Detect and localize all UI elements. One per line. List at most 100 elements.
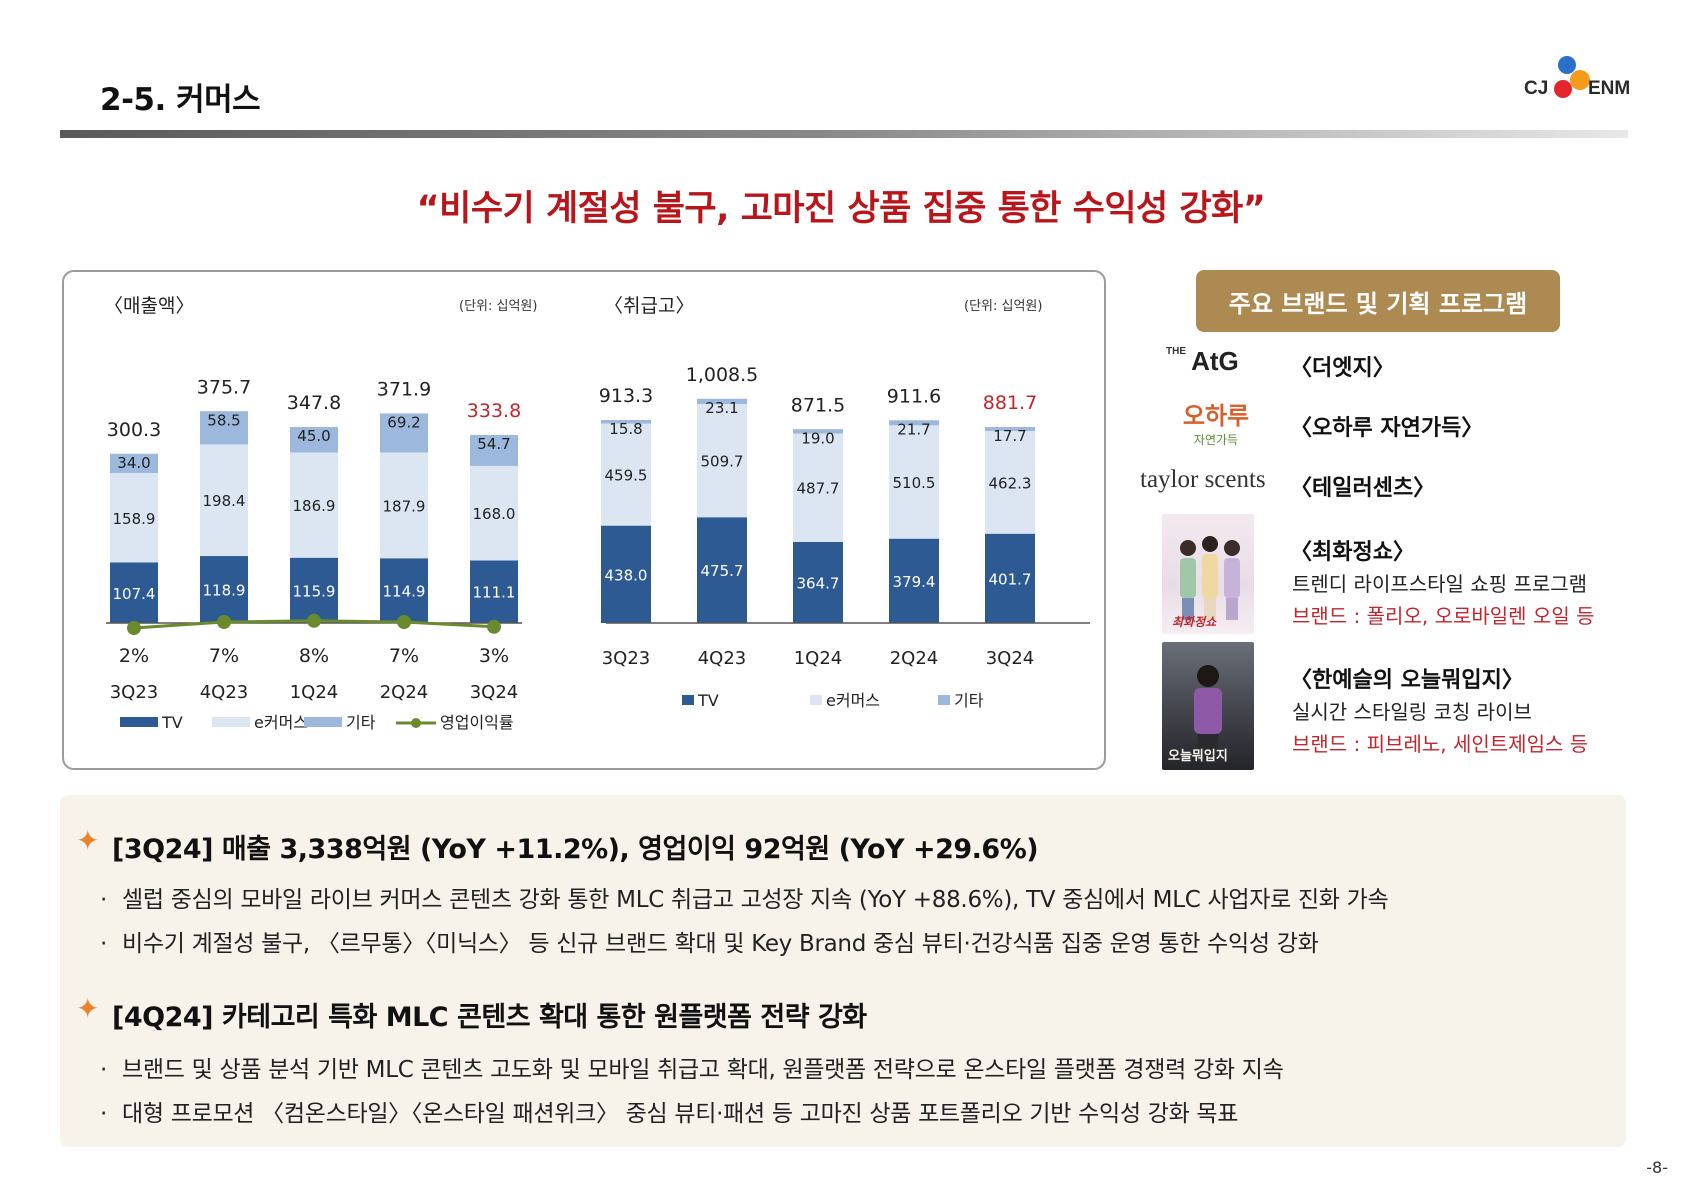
bar-TV: [889, 538, 939, 623]
bar-other-cap: [380, 413, 428, 453]
onul-illustration: [1194, 665, 1222, 756]
bar-value-label: 168.0: [473, 505, 516, 523]
bar-value-label: 459.5: [605, 467, 648, 485]
legend-swatch: [120, 717, 158, 727]
margin-point: [487, 619, 501, 634]
bar-value-label: 69.2: [387, 413, 420, 431]
margin-point: [307, 613, 321, 628]
category-label: 1Q24: [290, 682, 339, 703]
bar-value-label: 509.7: [701, 453, 744, 471]
bar-TV: [200, 556, 248, 623]
title-divider: [60, 130, 1628, 138]
legend-swatch: [938, 695, 950, 705]
bar-total-label: 913.3: [599, 385, 653, 407]
bar-value-label: 54.7: [477, 435, 510, 453]
legend-label: e커머스: [254, 713, 308, 732]
page-number: -8-: [1646, 1158, 1668, 1177]
bar-value-label: 118.9: [203, 582, 246, 600]
bar-total-label: 871.5: [791, 394, 845, 416]
logo-blue-dot: [1558, 56, 1576, 74]
bar-total-label: 911.6: [887, 385, 941, 407]
bar-e커머스: [889, 425, 939, 539]
legend-label: TV: [161, 713, 183, 732]
bar-value-label: 23.1: [705, 399, 738, 417]
choi-show-caption: 최화정쇼: [1172, 615, 1217, 629]
note-bullet: · 비수기 계절성 불구, 〈르무통〉〈미닉스〉 등 신규 브랜드 확대 및 Ke…: [100, 931, 1319, 957]
bar-e커머스: [200, 444, 248, 557]
legend-swatch: [810, 695, 822, 705]
headline: “비수기 계절성 불구, 고마진 상품 집중 통한 수익성 강화”: [416, 189, 1266, 229]
atg-logo: THE AtG: [1166, 346, 1239, 376]
bar-other-cap: [697, 398, 747, 404]
chart-unit: (단위: 십억원): [964, 299, 1042, 314]
bar-value-label: 438.0: [605, 566, 648, 584]
charts-panel: 〈매출액〉 (단위: 십억원) 107.4 158.9 34.0 300.3 3Q23 118…: [62, 270, 1106, 770]
bar-value-label: 198.4: [203, 492, 246, 510]
logo-cj-text: CJ: [1524, 78, 1549, 99]
bar-TV: [793, 541, 843, 623]
legend-swatch: [682, 695, 694, 705]
brand-han-sub: 브랜드 : 피브레노, 세인트제임스 등: [1292, 732, 1589, 756]
bar-value-label: 379.4: [893, 573, 936, 591]
oharu-logo: 오하루 자연가득: [1182, 402, 1250, 447]
bar-total-label: 371.9: [377, 378, 431, 400]
margin-label: 8%: [299, 645, 329, 667]
bar-other-cap: [601, 420, 651, 424]
choi-show-illustration: [1180, 536, 1240, 620]
bar-value-label: 187.9: [383, 497, 426, 515]
legend-label: 기타: [954, 691, 984, 710]
bar-value-label: 111.1: [473, 584, 516, 602]
bar-value-label: 401.7: [989, 570, 1032, 588]
category-label: 3Q23: [602, 648, 651, 669]
brand-atg-name: 〈더엣지〉: [1290, 356, 1395, 381]
bar-total-label: 881.7: [983, 392, 1037, 414]
note-bullet: · 브랜드 및 상품 분석 기반 MLC 콘텐츠 고도화 및 모바일 취급고 확대…: [100, 1057, 1284, 1083]
legend-label: TV: [697, 691, 719, 710]
chart-title: 〈취급고〉: [604, 295, 694, 317]
margin-point: [217, 615, 231, 629]
bar-value-label: 364.7: [797, 574, 840, 592]
bar-TV: [985, 533, 1035, 623]
bar-e커머스: [110, 473, 158, 563]
bar-value-label: 462.3: [989, 474, 1032, 492]
chart-unit: (단위: 십억원): [459, 299, 537, 314]
category-label: 3Q23: [110, 682, 159, 703]
category-label: 3Q24: [470, 682, 519, 703]
margin-label: 2%: [119, 645, 149, 667]
logo-enm-text: ENM: [1588, 78, 1631, 99]
bar-other-cap: [470, 434, 518, 466]
logo-red-dot: [1554, 80, 1572, 98]
bar-TV: [110, 562, 158, 623]
legend-swatch: [304, 717, 342, 727]
bar-other-cap: [200, 411, 248, 445]
bar-value-label: 186.9: [293, 497, 336, 515]
bar-TV: [697, 517, 747, 623]
page-title: 2-5. 커머스: [100, 82, 261, 118]
legend-margin-dot: [411, 718, 421, 728]
charts-svg: 〈매출액〉 (단위: 십억원) 107.4 158.9 34.0 300.3 3Q23 118…: [104, 295, 1090, 732]
bar-value-label: 487.7: [797, 480, 840, 498]
bar-other-cap: [889, 420, 939, 426]
onul-caption: 오늘뭐입지: [1168, 749, 1228, 764]
bar-other-cap: [110, 453, 158, 473]
margin-label: 3%: [479, 645, 509, 667]
bar-value-label: 510.5: [893, 474, 936, 492]
onul-thumbnail: 오늘뭐입지: [1162, 642, 1254, 770]
margin-label: 7%: [209, 645, 239, 667]
star-icon: ✦: [76, 992, 100, 1025]
taylor-scents-logo: taylor scents: [1140, 466, 1266, 493]
note-bullet: · 셀럽 중심의 모바일 라이브 커머스 콘텐츠 강화 통한 MLC 취급고 고성…: [100, 887, 1389, 913]
bar-value-label: 107.4: [113, 585, 156, 603]
bar-total-label: 1,008.5: [686, 364, 759, 386]
notes-panel: [60, 795, 1626, 1147]
bar-e커머스: [793, 433, 843, 542]
bar-value-label: 21.7: [897, 420, 930, 438]
brand-choi-sub: 브랜드 : 폴리오, 오로바일렌 오일 등: [1292, 604, 1595, 628]
brands-badge: 주요 브랜드 및 기획 프로그램: [1196, 270, 1560, 332]
bar-value-label: 114.9: [383, 583, 426, 601]
note-head-4q24: [4Q24] 카테고리 특화 MLC 콘텐츠 확대 통한 원플랫폼 전략 강화: [112, 1002, 867, 1033]
note-bullet: · 대형 프로모션 〈컴온스타일〉〈온스타일 패션위크〉 중심 뷰티·패션 등 고…: [100, 1101, 1239, 1127]
bar-other-cap: [985, 427, 1035, 431]
bar-e커머스: [601, 423, 651, 526]
bar-e커머스: [985, 430, 1035, 534]
